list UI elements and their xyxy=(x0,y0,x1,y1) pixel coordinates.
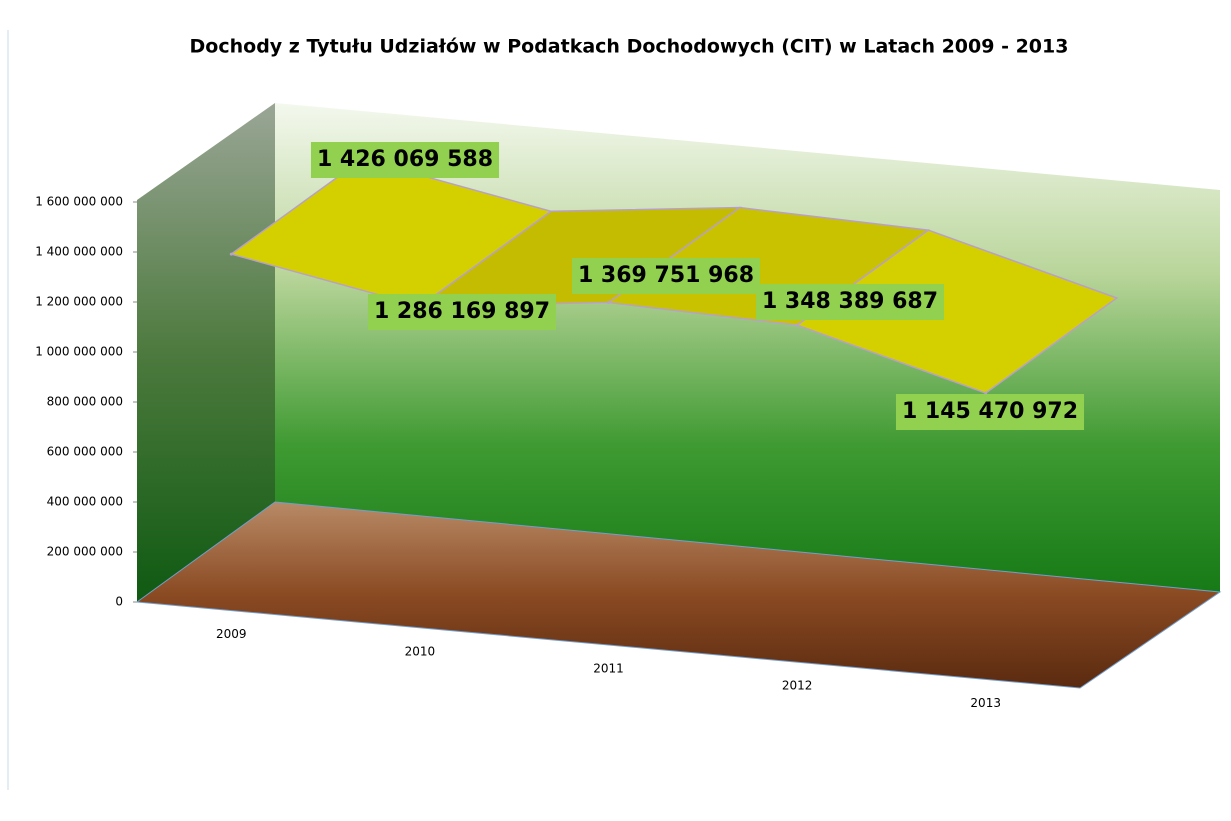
data-label-box xyxy=(571,258,761,294)
x-tick-label: 2011 xyxy=(593,662,624,676)
data-label-text: 1 145 470 972 xyxy=(902,399,1078,424)
x-tick-label: 2010 xyxy=(405,644,436,658)
side-wall xyxy=(137,103,275,602)
data-label: 1 286 169 897 xyxy=(367,294,557,330)
chart-title: Dochody z Tytułu Udziałów w Podatkach Do… xyxy=(190,36,1069,58)
data-label-text: 1 286 169 897 xyxy=(374,299,550,324)
ribbon-segment xyxy=(229,158,553,308)
y-tick-label: 600 000 000 xyxy=(47,445,123,459)
x-tick-label: 2012 xyxy=(782,679,813,693)
data-label: 1 145 470 972 xyxy=(895,394,1085,430)
data-point xyxy=(795,323,799,327)
data-point xyxy=(607,301,610,305)
data-label-box xyxy=(367,294,557,330)
data-point xyxy=(229,252,233,256)
data-label-box xyxy=(310,142,500,178)
y-tick-label: 1 400 000 000 xyxy=(35,245,123,259)
data-label-text: 1 369 751 968 xyxy=(578,263,754,288)
x-tick-label: 2013 xyxy=(970,696,1001,710)
y-tick-label: 400 000 000 xyxy=(47,495,123,509)
y-tick-label: 1 600 000 000 xyxy=(35,195,123,209)
data-point xyxy=(984,391,988,395)
data-label: 1 369 751 968 xyxy=(571,258,761,294)
data-label: 1 426 069 588 xyxy=(310,142,500,178)
data-label-box xyxy=(755,284,945,320)
plot: 0 200 000 000 400 000 000 600 000 000 800 00… xyxy=(35,142,1119,710)
y-tick-label: 1 000 000 000 xyxy=(35,345,123,359)
x-tick-label: 2009 xyxy=(216,627,247,641)
data-label-box xyxy=(895,394,1085,430)
y-tick-label: 0 xyxy=(115,595,123,609)
y-tick-label: 800 000 000 xyxy=(47,395,123,409)
data-label-text: 1 426 069 588 xyxy=(317,147,493,172)
data-label: 1 348 389 687 xyxy=(755,284,945,320)
data-label-text: 1 348 389 687 xyxy=(762,289,938,314)
y-tick-label: 1 200 000 000 xyxy=(35,295,123,309)
floor xyxy=(135,501,1222,689)
y-tick-label: 200 000 000 xyxy=(47,545,123,559)
